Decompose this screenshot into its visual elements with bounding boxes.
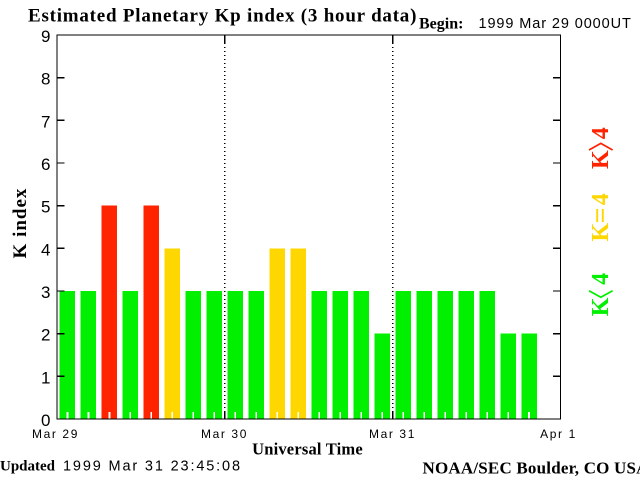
svg-text:Estimated Planetary Kp index (: Estimated Planetary Kp index (3 hour dat…	[28, 6, 417, 27]
svg-text:4: 4	[41, 240, 50, 259]
svg-text:K: K	[588, 297, 614, 316]
svg-text:0: 0	[41, 411, 50, 430]
svg-text:Begin:: Begin:	[419, 16, 463, 33]
svg-text:Mar 30: Mar 30	[201, 427, 248, 441]
svg-text:Mar 31: Mar 31	[369, 427, 416, 441]
svg-text:Universal Time: Universal Time	[252, 440, 363, 459]
svg-text:8: 8	[41, 70, 50, 89]
svg-text:K index: K index	[10, 188, 31, 259]
svg-text:1999 Mar 29 0000UT: 1999 Mar 29 0000UT	[479, 16, 632, 32]
svg-text:7: 7	[41, 112, 50, 131]
svg-text:Apr 1: Apr 1	[540, 427, 577, 441]
svg-text:K: K	[588, 223, 614, 242]
svg-text:3: 3	[41, 283, 50, 302]
svg-text:4: 4	[588, 273, 614, 285]
svg-text:4: 4	[588, 193, 614, 205]
svg-text:1: 1	[41, 368, 50, 387]
svg-text:Updated: Updated	[0, 458, 56, 474]
svg-text:K: K	[588, 150, 614, 169]
svg-text:4: 4	[588, 127, 614, 139]
svg-text:6: 6	[41, 155, 50, 174]
svg-text:9: 9	[41, 27, 50, 46]
svg-text:1999 Mar 31 23:45:08: 1999 Mar 31 23:45:08	[63, 459, 242, 475]
svg-text:5: 5	[41, 198, 50, 217]
svg-text:NOAA/SEC Boulder, CO USA: NOAA/SEC Boulder, CO USA	[423, 459, 640, 478]
svg-text:Mar 29: Mar 29	[32, 427, 79, 441]
svg-text:2: 2	[41, 326, 50, 345]
